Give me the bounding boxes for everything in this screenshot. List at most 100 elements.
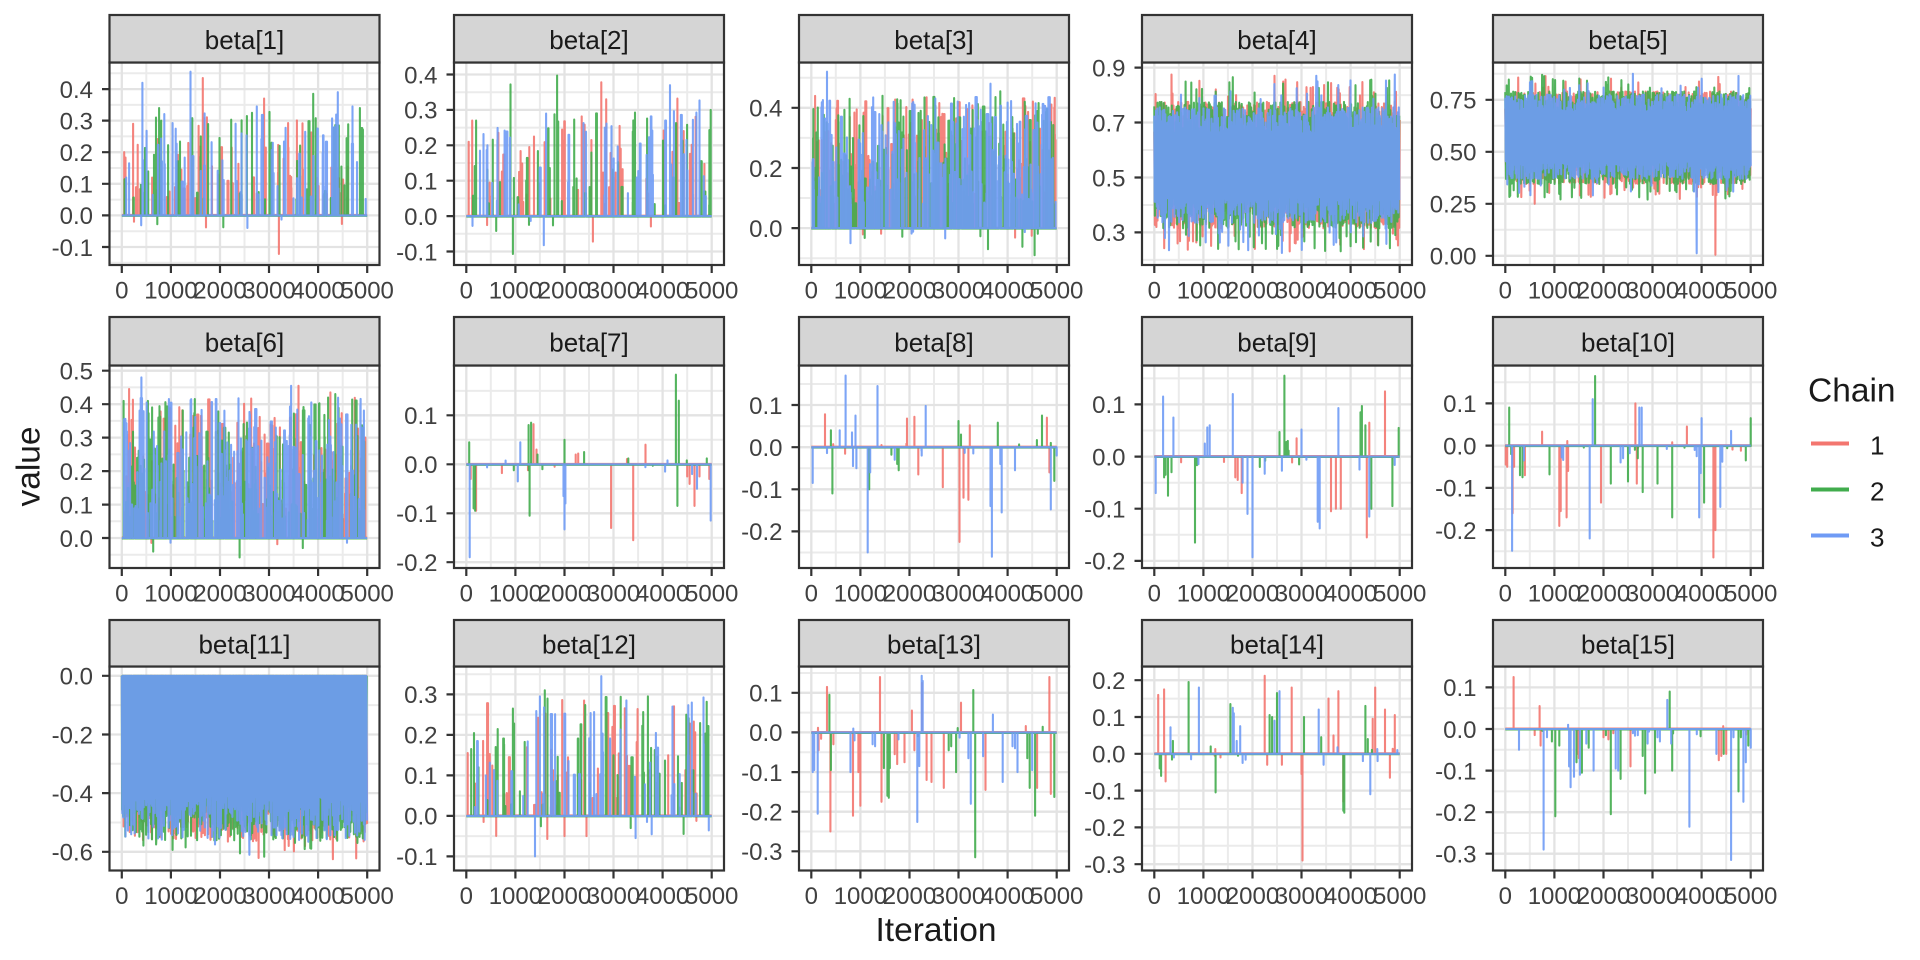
svg-text:5000: 5000 [1724,278,1777,305]
svg-text:0.0: 0.0 [404,452,437,479]
svg-text:5000: 5000 [341,278,394,305]
svg-text:beta[10]: beta[10] [1581,328,1675,358]
svg-text:4000: 4000 [291,278,344,305]
svg-text:0.1: 0.1 [749,393,782,420]
svg-text:0: 0 [1148,581,1161,608]
svg-text:0.25: 0.25 [1430,192,1477,219]
svg-text:beta[11]: beta[11] [198,630,290,660]
svg-text:3000: 3000 [242,581,295,608]
svg-text:beta[1]: beta[1] [205,25,285,55]
svg-text:3000: 3000 [1275,581,1328,608]
svg-text:2000: 2000 [193,278,246,305]
svg-text:beta[13]: beta[13] [887,630,981,660]
svg-text:1000: 1000 [144,581,197,608]
svg-text:Iteration: Iteration [875,912,996,949]
svg-text:0.0: 0.0 [749,216,782,243]
svg-text:0: 0 [1499,278,1512,305]
svg-text:0.1: 0.1 [60,172,93,199]
svg-text:3000: 3000 [587,883,640,910]
svg-text:beta[4]: beta[4] [1237,25,1317,55]
svg-text:-0.2: -0.2 [396,550,437,577]
svg-text:4000: 4000 [291,581,344,608]
svg-text:1000: 1000 [1528,581,1581,608]
svg-text:2000: 2000 [193,581,246,608]
svg-text:0: 0 [115,581,128,608]
svg-text:2000: 2000 [1577,581,1630,608]
svg-text:-0.1: -0.1 [741,760,782,787]
svg-text:3000: 3000 [1275,883,1328,910]
svg-text:-0.1: -0.1 [1435,758,1476,785]
svg-text:0: 0 [115,883,128,910]
svg-text:0.0: 0.0 [404,204,437,231]
svg-text:beta[2]: beta[2] [549,25,629,55]
svg-text:3000: 3000 [1626,883,1679,910]
svg-text:5000: 5000 [1724,883,1777,910]
svg-text:0.0: 0.0 [749,435,782,462]
svg-text:0.2: 0.2 [1092,668,1125,695]
svg-text:0.5: 0.5 [60,359,93,386]
svg-text:-0.2: -0.2 [1084,815,1125,842]
svg-text:2000: 2000 [883,278,936,305]
svg-text:0.3: 0.3 [404,682,437,709]
svg-text:-0.1: -0.1 [1084,497,1125,524]
svg-text:5000: 5000 [341,581,394,608]
svg-text:4000: 4000 [1675,883,1728,910]
svg-text:5000: 5000 [1030,278,1083,305]
svg-text:0: 0 [805,278,818,305]
svg-text:-0.1: -0.1 [396,501,437,528]
svg-text:-0.1: -0.1 [1084,778,1125,805]
svg-text:1000: 1000 [834,581,887,608]
svg-text:4000: 4000 [636,581,689,608]
svg-text:0.1: 0.1 [1092,392,1125,419]
svg-text:0.0: 0.0 [1443,717,1476,744]
svg-text:0.1: 0.1 [404,763,437,790]
svg-text:3000: 3000 [587,581,640,608]
svg-text:1000: 1000 [1177,278,1230,305]
svg-text:0.1: 0.1 [1092,705,1125,732]
svg-text:1000: 1000 [834,278,887,305]
svg-text:5000: 5000 [1030,581,1083,608]
svg-text:0.3: 0.3 [404,98,437,125]
svg-text:3000: 3000 [932,278,985,305]
svg-text:1000: 1000 [1177,883,1230,910]
svg-text:-0.2: -0.2 [52,722,93,749]
svg-text:0: 0 [805,883,818,910]
svg-text:0.2: 0.2 [60,140,93,167]
svg-text:2000: 2000 [538,581,591,608]
svg-text:1000: 1000 [144,278,197,305]
svg-text:0.5: 0.5 [1092,165,1125,192]
svg-text:0.1: 0.1 [1443,391,1476,418]
svg-text:0.1: 0.1 [404,403,437,430]
svg-text:0: 0 [460,581,473,608]
svg-text:5000: 5000 [1724,581,1777,608]
svg-text:1000: 1000 [1177,581,1230,608]
svg-text:0.4: 0.4 [60,77,93,104]
svg-text:4000: 4000 [636,278,689,305]
svg-text:5000: 5000 [685,883,738,910]
svg-text:2000: 2000 [538,278,591,305]
svg-text:beta[15]: beta[15] [1581,630,1675,660]
svg-text:0: 0 [1148,278,1161,305]
svg-text:3000: 3000 [1626,278,1679,305]
svg-text:0.0: 0.0 [749,720,782,747]
svg-text:0.4: 0.4 [60,392,93,419]
svg-text:beta[7]: beta[7] [549,328,629,358]
svg-text:4000: 4000 [1324,581,1377,608]
svg-text:0.50: 0.50 [1430,140,1477,167]
svg-text:-0.1: -0.1 [396,844,437,871]
svg-text:-0.2: -0.2 [1435,518,1476,545]
svg-text:4000: 4000 [1324,278,1377,305]
svg-text:beta[12]: beta[12] [542,630,636,660]
svg-text:-0.6: -0.6 [52,840,93,867]
svg-text:-0.1: -0.1 [52,235,93,262]
svg-text:5000: 5000 [341,883,394,910]
svg-text:-0.1: -0.1 [396,239,437,266]
svg-text:3000: 3000 [1275,278,1328,305]
svg-text:4000: 4000 [1324,883,1377,910]
svg-text:2000: 2000 [1226,581,1279,608]
svg-text:beta[14]: beta[14] [1230,630,1324,660]
svg-text:3000: 3000 [587,278,640,305]
svg-text:0.0: 0.0 [1092,742,1125,769]
svg-text:1000: 1000 [144,883,197,910]
svg-text:4000: 4000 [291,883,344,910]
